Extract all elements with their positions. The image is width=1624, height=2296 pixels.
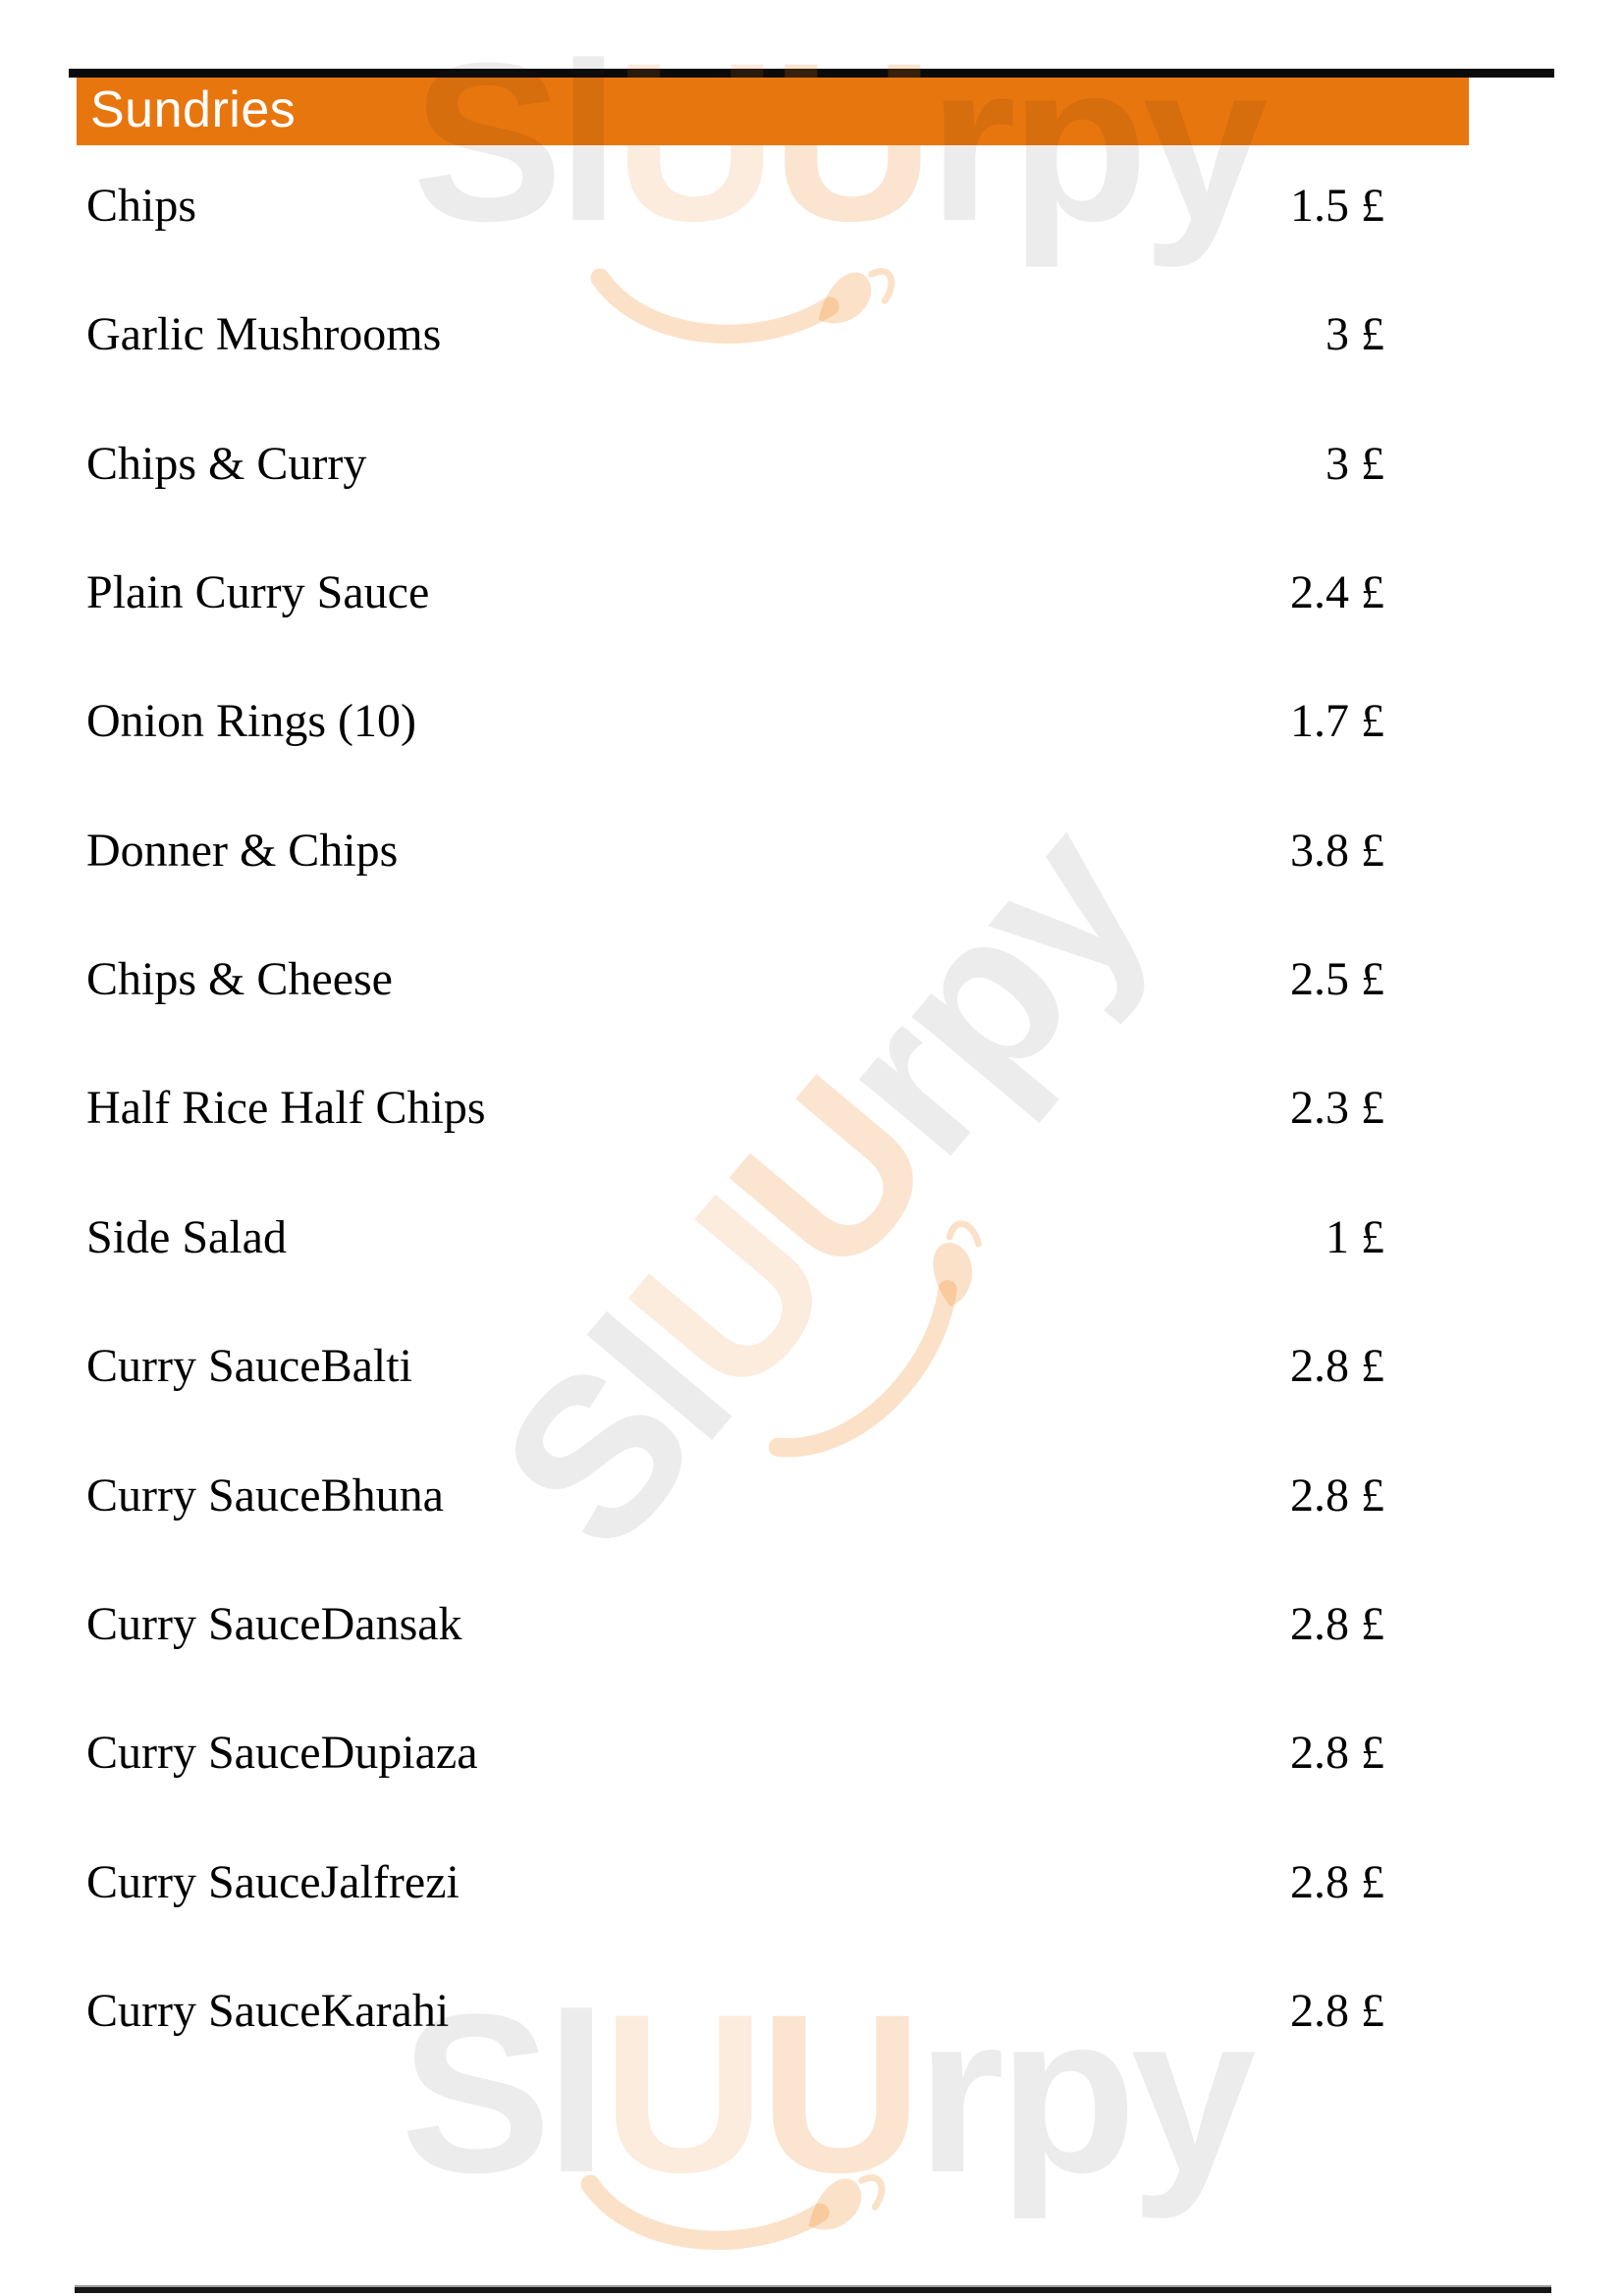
item-price: 2.3 £ (1290, 1082, 1384, 1134)
menu-item-row: Chips & Curry 3 £ (86, 435, 1384, 494)
menu-item-row: Donner & Chips 3.8 £ (86, 822, 1384, 881)
item-price: 2.4 £ (1290, 566, 1384, 618)
item-price: 1.5 £ (1290, 180, 1384, 232)
menu-item-row: Plain Curry Sauce 2.4 £ (86, 563, 1384, 622)
menu-item-row: Half Rice Half Chips 2.3 £ (86, 1079, 1384, 1138)
menu-item-row: Curry SauceBhuna 2.8 £ (86, 1467, 1384, 1525)
menu-item-row: Chips & Cheese 2.5 £ (86, 950, 1384, 1009)
item-price: 2.8 £ (1290, 1856, 1384, 1908)
item-price: 2.5 £ (1290, 953, 1384, 1005)
menu-item-row: Curry SauceJalfrezi 2.8 £ (86, 1853, 1384, 1912)
menu-item-row: Curry SauceDupiaza 2.8 £ (86, 1724, 1384, 1783)
item-price: 3.8 £ (1290, 825, 1384, 877)
item-price: 2.8 £ (1290, 1469, 1384, 1522)
item-price: 3 £ (1326, 438, 1384, 490)
menu-items-list: Chips 1.5 £ Garlic Mushrooms 3 £ Chips &… (86, 0, 1384, 2296)
item-price: 2.8 £ (1290, 1598, 1384, 1650)
item-name: Chips (86, 180, 197, 232)
item-price: 2.8 £ (1290, 1727, 1384, 1779)
item-price: 2.8 £ (1290, 1340, 1384, 1392)
item-name: Garlic Mushrooms (86, 308, 442, 360)
item-name: Curry SauceDansak (86, 1598, 462, 1650)
item-name: Chips & Cheese (86, 953, 393, 1005)
item-name: Side Salad (86, 1211, 287, 1263)
item-name: Curry SauceKarahi (86, 1985, 450, 2037)
item-price: 1.7 £ (1290, 695, 1384, 747)
section-title: Sundries (90, 81, 297, 138)
item-price: 2.8 £ (1290, 1985, 1384, 2037)
bottom-divider-line (75, 2285, 1551, 2293)
item-name: Plain Curry Sauce (86, 566, 430, 618)
menu-item-row: Curry SauceBalti 2.8 £ (86, 1337, 1384, 1396)
item-name: Curry SauceBalti (86, 1340, 412, 1392)
item-name: Half Rice Half Chips (86, 1082, 486, 1134)
top-divider-line (69, 69, 1554, 78)
item-name: Curry SauceJalfrezi (86, 1856, 460, 1908)
item-name: Chips & Curry (86, 438, 367, 490)
menu-item-row: Curry SauceDansak 2.8 £ (86, 1595, 1384, 1654)
item-name: Onion Rings (10) (86, 695, 416, 747)
item-name: Curry SauceBhuna (86, 1469, 444, 1522)
menu-item-row: Garlic Mushrooms 3 £ (86, 305, 1384, 364)
menu-item-row: Chips 1.5 £ (86, 177, 1384, 236)
menu-item-row: Side Salad 1 £ (86, 1208, 1384, 1267)
section-header-bar: Sundries (77, 78, 1469, 145)
item-name: Donner & Chips (86, 825, 399, 877)
item-price: 1 £ (1326, 1211, 1384, 1263)
item-price: 3 £ (1326, 308, 1384, 360)
item-name: Curry SauceDupiaza (86, 1727, 478, 1779)
menu-item-row: Onion Rings (10) 1.7 £ (86, 692, 1384, 751)
menu-item-row: Curry SauceKarahi 2.8 £ (86, 1982, 1384, 2041)
